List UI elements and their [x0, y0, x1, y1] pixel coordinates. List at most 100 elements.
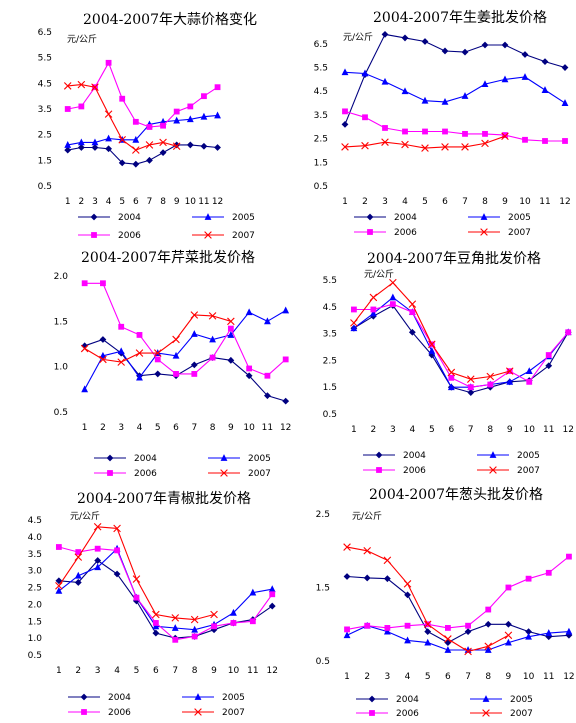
- y-tick-label: 2.5: [323, 356, 337, 366]
- data-point: [187, 103, 194, 110]
- data-point: [501, 75, 509, 83]
- data-point: [561, 99, 569, 106]
- data-point: [409, 309, 416, 316]
- data-point: [341, 121, 349, 128]
- x-tick-label: 1: [342, 197, 348, 207]
- data-point: [447, 368, 456, 377]
- legend-label: 2007: [517, 466, 540, 476]
- data-point: [152, 610, 160, 619]
- x-tick-label: 2: [371, 425, 377, 435]
- data-point: [401, 87, 409, 95]
- data-point: [404, 591, 411, 599]
- x-tick-label: 8: [210, 423, 216, 433]
- data-point: [541, 58, 549, 66]
- x-tick-label: 3: [118, 423, 124, 433]
- legend-label: 2005: [222, 693, 245, 703]
- x-tick-label: 5: [134, 666, 140, 676]
- y-tick-label: 0.5: [54, 408, 68, 418]
- y-tick-label: 1.0: [54, 363, 69, 373]
- data-point: [114, 547, 120, 554]
- data-point: [444, 646, 452, 653]
- legend-marker: [480, 213, 488, 220]
- data-point: [94, 563, 102, 571]
- y-tick-label: 6.5: [314, 40, 328, 50]
- x-tick-label: 4: [106, 197, 112, 207]
- legend-marker: [194, 708, 202, 716]
- data-point: [173, 116, 181, 124]
- x-tick-label: 3: [385, 672, 391, 682]
- x-tick-label: 2: [100, 423, 106, 433]
- legend-marker: [368, 695, 376, 703]
- legend-marker: [489, 466, 497, 474]
- legend-label: 2004: [108, 693, 131, 703]
- legend-marker: [106, 454, 114, 462]
- legend-marker: [204, 231, 212, 239]
- x-tick-label: 6: [173, 423, 179, 433]
- data-point: [249, 588, 257, 596]
- legend-marker: [220, 454, 228, 461]
- x-tick-label: 11: [262, 423, 273, 433]
- data-point: [428, 340, 436, 349]
- legend: 2004 2005 2006 2007: [94, 454, 271, 479]
- x-tick-label: 7: [462, 197, 468, 207]
- data-point: [282, 306, 290, 314]
- data-point: [484, 646, 492, 653]
- legend-label: 2005: [517, 451, 540, 461]
- legend-label: 2004: [396, 695, 419, 705]
- data-point: [55, 544, 62, 550]
- data-point: [465, 622, 471, 629]
- series-2006: [55, 544, 276, 643]
- data-point: [64, 146, 72, 154]
- series-2004: [343, 573, 573, 647]
- data-point: [77, 80, 86, 89]
- legend-marker: [107, 470, 113, 476]
- data-point: [201, 93, 207, 100]
- data-point: [227, 331, 235, 338]
- series-2004: [341, 30, 569, 128]
- data-point: [100, 280, 106, 287]
- data-point: [171, 624, 179, 631]
- data-point: [541, 86, 549, 93]
- data-point: [64, 141, 72, 148]
- y-tick-label: 4.5: [28, 516, 42, 526]
- data-point: [404, 622, 411, 629]
- data-point: [383, 556, 392, 565]
- legend-marker: [91, 232, 97, 238]
- legend-label: 2004: [394, 213, 417, 223]
- data-point: [74, 553, 83, 561]
- y-tick-label: 0.5: [314, 182, 328, 192]
- data-point: [444, 625, 451, 631]
- x-tick-label: 9: [506, 672, 512, 682]
- series-2007: [341, 132, 509, 152]
- data-point: [118, 323, 125, 330]
- series-2005: [81, 306, 290, 393]
- data-point: [343, 543, 351, 551]
- data-point: [118, 136, 126, 144]
- data-point: [152, 629, 160, 637]
- legend-label: 2005: [510, 695, 533, 705]
- data-point: [191, 371, 198, 377]
- series-line: [344, 110, 565, 142]
- data-point: [441, 143, 449, 151]
- data-point: [230, 608, 237, 616]
- legend-marker: [367, 229, 373, 235]
- y-tick-label: 3.5: [38, 105, 52, 115]
- legend: 2004 2005 2006 2007: [363, 451, 540, 476]
- series-line: [344, 33, 566, 125]
- y-tick-label: 4.5: [314, 87, 328, 97]
- legend-label: 2006: [108, 708, 131, 718]
- data-point: [383, 575, 391, 583]
- legend-marker: [376, 467, 382, 473]
- x-tick-label: 4: [405, 672, 411, 682]
- data-point: [268, 585, 276, 593]
- series-line: [346, 625, 569, 651]
- data-point: [381, 77, 389, 85]
- series-2007: [80, 311, 235, 366]
- data-point: [105, 134, 112, 142]
- data-point: [350, 324, 358, 332]
- y-tick-label: 5.5: [314, 64, 328, 74]
- y-tick-label: 0.5: [316, 657, 330, 667]
